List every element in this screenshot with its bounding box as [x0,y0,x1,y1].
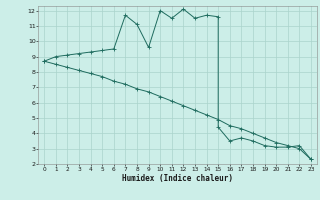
X-axis label: Humidex (Indice chaleur): Humidex (Indice chaleur) [122,174,233,183]
